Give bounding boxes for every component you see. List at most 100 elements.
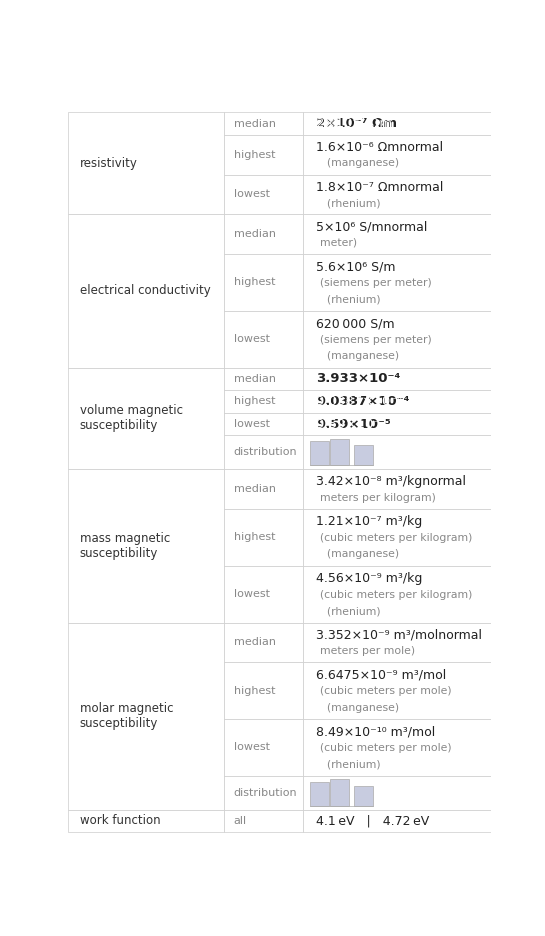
Bar [354,786,373,806]
Text: (manganese): (manganese) [319,703,399,712]
Bar [302,469,490,509]
Text: median: median [234,637,276,648]
Text: lowest: lowest [234,589,270,599]
Bar [330,439,349,465]
Text: lowest: lowest [234,189,270,199]
Bar [302,368,490,390]
Text: median: median [234,373,276,384]
Text: 9.0387×10⁻⁴  (manganese): 9.0387×10⁻⁴ (manganese) [317,395,500,408]
Text: 3.352×10⁻⁹ m³/molnormal: 3.352×10⁻⁹ m³/molnormal [317,629,482,642]
Bar [302,135,490,175]
Text: 1.21×10⁻⁷ m³/kg: 1.21×10⁻⁷ m³/kg [317,516,423,528]
Text: (rhenium): (rhenium) [319,198,380,208]
Text: 6.6475×10⁻⁹ m³/mol: 6.6475×10⁻⁹ m³/mol [317,668,447,681]
Text: work function: work function [80,814,160,827]
Text: 9.59×10⁻⁵  (rhenium): 9.59×10⁻⁵ (rhenium) [317,417,461,431]
Bar [225,390,302,413]
Text: (manganese): (manganese) [319,351,399,361]
Bar [310,442,329,465]
Text: 8.49×10⁻¹⁰ m³/mol: 8.49×10⁻¹⁰ m³/mol [317,725,436,739]
Bar [302,175,490,214]
Text: 2×10⁻⁷ Ωm (ohm meters): 2×10⁻⁷ Ωm (ohm meters) [317,117,488,130]
Text: 1.8×10⁻⁷ Ωmnormal: 1.8×10⁻⁷ Ωmnormal [317,181,444,194]
Bar [68,622,225,810]
Bar [225,565,302,622]
Text: resistivity: resistivity [80,157,138,169]
Bar [68,214,225,368]
Bar [225,776,302,810]
Text: molar magnetic
susceptibility: molar magnetic susceptibility [80,702,173,730]
Bar [225,214,302,254]
Text: (rhenium): (rhenium) [319,759,380,769]
Text: 620 000 S/m: 620 000 S/m [317,317,395,330]
Bar [68,112,225,214]
Text: median: median [234,484,276,494]
Text: (rhenium): (rhenium) [319,607,380,616]
Bar [225,435,302,469]
Bar [302,565,490,622]
Text: 4.56×10⁻⁹ m³/kg: 4.56×10⁻⁹ m³/kg [317,572,423,585]
Bar [310,782,329,806]
Bar [225,368,302,390]
Text: 9.0387×10⁻⁴: 9.0387×10⁻⁴ [317,395,410,408]
Text: 1.6×10⁻⁶ Ωmnormal: 1.6×10⁻⁶ Ωmnormal [317,141,444,154]
Text: (cubic meters per kilogram): (cubic meters per kilogram) [319,590,472,600]
Bar [302,776,490,810]
Bar [302,311,490,368]
Text: (siemens per meter): (siemens per meter) [319,335,431,345]
Bar [302,254,490,311]
Text: (siemens per meter): (siemens per meter) [319,278,431,288]
Text: distribution: distribution [234,447,298,457]
Text: meters per mole): meters per mole) [319,646,415,656]
Bar [302,810,490,832]
Text: highest: highest [234,533,275,542]
Text: 5.6×10⁶ S/m: 5.6×10⁶ S/m [317,260,396,273]
Bar [225,254,302,311]
Bar [225,413,302,435]
Bar [302,719,490,776]
Bar [225,175,302,214]
Text: all: all [234,816,247,826]
Text: 5×10⁶ S/mnormal: 5×10⁶ S/mnormal [317,221,428,233]
Text: lowest: lowest [234,334,270,344]
Text: (manganese): (manganese) [319,158,399,168]
Text: (cubic meters per kilogram): (cubic meters per kilogram) [319,534,472,543]
Bar [302,509,490,565]
Text: distribution: distribution [234,788,298,797]
Bar [68,469,225,622]
Text: highest: highest [234,277,275,287]
Text: mass magnetic
susceptibility: mass magnetic susceptibility [80,532,170,560]
Bar [302,435,490,469]
Text: meters per kilogram): meters per kilogram) [319,492,435,503]
Text: 2×10⁻⁷ Ωm: 2×10⁻⁷ Ωm [317,117,397,130]
Bar [330,780,349,806]
Bar [225,135,302,175]
Text: volume magnetic
susceptibility: volume magnetic susceptibility [80,404,183,432]
Bar [302,413,490,435]
Text: (cubic meters per mole): (cubic meters per mole) [319,686,451,696]
Text: highest: highest [234,150,275,160]
Bar [225,662,302,719]
Text: median: median [234,119,276,128]
Text: (rhenium): (rhenium) [319,295,380,304]
Bar [225,810,302,832]
Bar [354,446,373,465]
Text: median: median [234,229,276,239]
Text: meter): meter) [319,238,357,248]
Bar [225,719,302,776]
Bar [68,810,225,832]
Bar [225,622,302,662]
Text: 4.1 eV   |   4.72 eV: 4.1 eV | 4.72 eV [317,814,430,827]
Bar [225,469,302,509]
Text: 9.59×10⁻⁵: 9.59×10⁻⁵ [317,417,391,431]
Bar [225,509,302,565]
Text: (cubic meters per mole): (cubic meters per mole) [319,743,451,753]
Text: highest: highest [234,397,275,406]
Text: lowest: lowest [234,742,270,753]
Text: 3.933×10⁻⁴: 3.933×10⁻⁴ [317,373,401,386]
Text: highest: highest [234,686,275,695]
Bar [302,390,490,413]
Text: (manganese): (manganese) [319,549,399,560]
Bar [225,112,302,135]
Text: lowest: lowest [234,419,270,429]
